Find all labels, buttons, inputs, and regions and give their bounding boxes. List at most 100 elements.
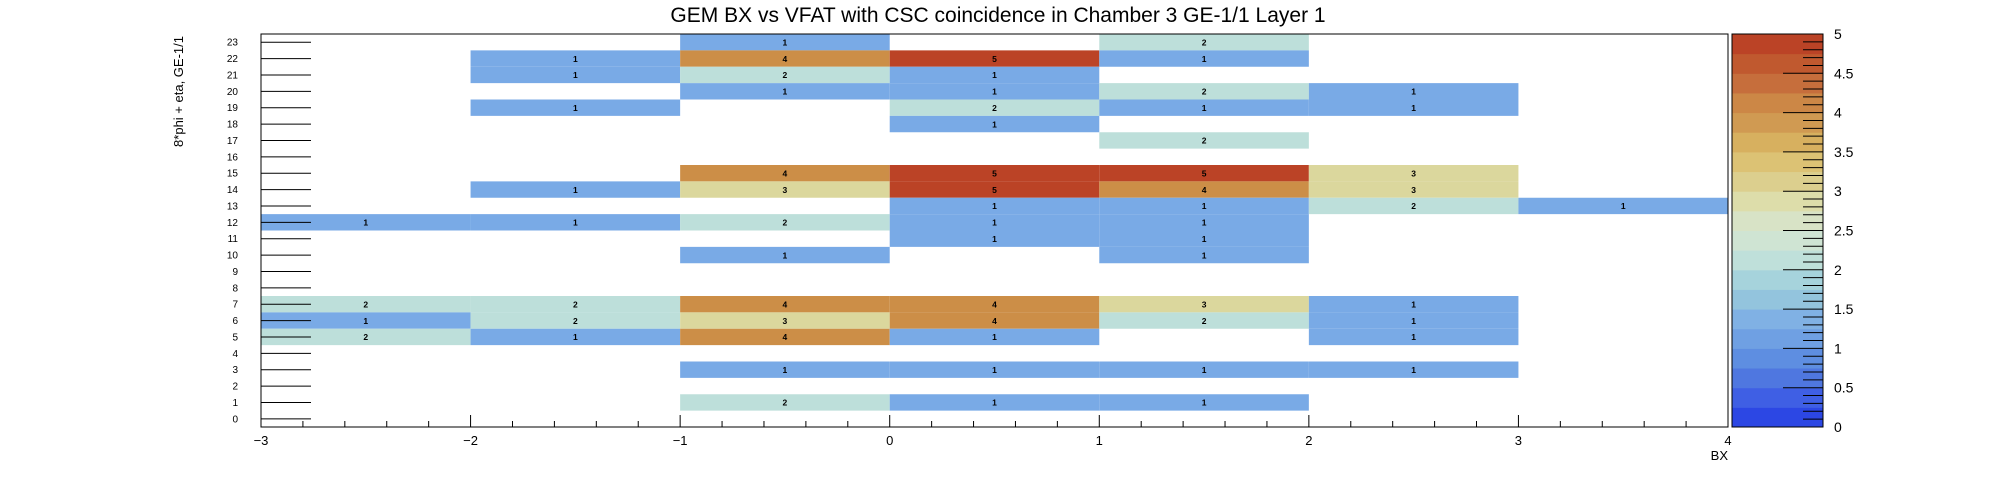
heatmap-cell <box>1099 394 1309 411</box>
colorbar-tick-label: 1 <box>1834 340 1842 356</box>
y-tick-label: 11 <box>228 234 239 245</box>
colorbar-tick-label: 5 <box>1834 26 1842 42</box>
heatmap-cell <box>680 181 890 198</box>
heatmap-cell <box>1099 296 1309 313</box>
cell-label: 2 <box>363 332 368 342</box>
heatmap-cell <box>889 312 1100 329</box>
cell-label: 2 <box>1411 201 1416 211</box>
colorbar-tick-label: 2.5 <box>1834 223 1854 239</box>
heatmap-cell <box>1308 361 1519 378</box>
heatmap-cell <box>889 115 1100 133</box>
colorbar-segment <box>1732 407 1823 428</box>
colorbar-segment <box>1732 73 1823 94</box>
x-tick-label: 1 <box>1096 433 1103 448</box>
colorbar-segment <box>1732 289 1823 310</box>
heatmap-cell <box>1099 197 1309 215</box>
heatmap-cell <box>680 34 890 51</box>
cell-label: 1 <box>783 87 788 97</box>
cell-label: 2 <box>783 398 788 408</box>
cell-label: 1 <box>1411 103 1416 113</box>
heatmap-cell <box>1308 83 1519 100</box>
colorbar-tick-label: 4.5 <box>1834 65 1854 81</box>
cell-label: 1 <box>992 234 997 244</box>
y-tick-label: 3 <box>232 365 238 376</box>
cell-label: 4 <box>783 332 788 342</box>
heatmap-cell <box>889 197 1100 215</box>
cell-label: 5 <box>992 168 997 178</box>
cell-label: 1 <box>1202 365 1207 375</box>
cell-label: 1 <box>783 250 788 260</box>
colorbar-segment <box>1732 132 1823 153</box>
x-tick-label: 4 <box>1724 433 1731 448</box>
heatmap-cell <box>1099 83 1309 100</box>
cell-label: 1 <box>363 218 368 228</box>
cell-label: 1 <box>1411 87 1416 97</box>
cell-label: 5 <box>992 54 997 64</box>
colorbar-tick-label: 2 <box>1834 262 1842 278</box>
colorbar-segment <box>1732 348 1823 369</box>
heatmap-cell <box>680 83 890 100</box>
x-tick-label: −3 <box>254 433 269 448</box>
cell-label: 2 <box>1202 37 1207 47</box>
y-tick-label: 20 <box>227 87 239 98</box>
heatmap-cell <box>1308 165 1519 182</box>
cell-label: 2 <box>1202 316 1207 326</box>
y-tick-label: 2 <box>232 382 238 393</box>
cell-label: 3 <box>1411 185 1416 195</box>
cell-label: 1 <box>1621 201 1626 211</box>
cell-label: 4 <box>1202 185 1207 195</box>
cell-label: 1 <box>783 37 788 47</box>
heatmap-cell <box>1099 34 1309 51</box>
cell-label: 1 <box>1202 250 1207 260</box>
cell-label: 1 <box>1202 201 1207 211</box>
heatmap-cell <box>1099 361 1309 378</box>
cell-label: 1 <box>1202 218 1207 228</box>
cell-labels-layer: 1 2 1 4 5 1 1 2 1 1 1 2 1 1 2 1 1 1 2 4 5 5 3 1 3 5 4 3 1 1 2 1 1 1 2 1 1 1 1 1… <box>363 37 1625 407</box>
cell-label: 1 <box>1202 103 1207 113</box>
heatmap-cell <box>1099 132 1309 149</box>
colorbar-tick-label: 4 <box>1834 105 1842 121</box>
heatmap-cell <box>889 230 1100 247</box>
heatmap-cell <box>680 328 890 346</box>
colorbar-segment <box>1732 309 1823 330</box>
y-tick-label: 10 <box>227 251 239 262</box>
heatmap-cell <box>680 394 890 411</box>
cell-label: 2 <box>783 218 788 228</box>
x-tick-label: 2 <box>1305 433 1312 448</box>
x-axis-label: BX <box>1711 448 1729 463</box>
cell-label: 2 <box>363 299 368 309</box>
cell-label: 1 <box>992 218 997 228</box>
colorbar-tick-label: 0 <box>1834 419 1842 435</box>
y-tick-label: 13 <box>227 201 239 212</box>
heatmap-cell <box>680 214 890 231</box>
y-tick-label: 0 <box>232 414 238 425</box>
heatmap-cell <box>889 83 1100 100</box>
heatmap-cell <box>261 328 471 346</box>
heatmap-cell <box>680 312 890 329</box>
heatmap-cell <box>1099 230 1309 247</box>
heatmap-cell <box>261 214 471 231</box>
heatmap-cell <box>1308 296 1519 313</box>
y-tick-label: 7 <box>232 300 238 311</box>
heatmap-cell <box>470 181 681 198</box>
y-tick-label: 22 <box>227 54 239 65</box>
colorbar-segment <box>1732 230 1823 251</box>
heatmap-cell <box>470 66 681 84</box>
colorbar-segment <box>1732 210 1823 231</box>
y-tick-label: 9 <box>232 267 238 278</box>
cell-label: 1 <box>573 54 578 64</box>
y-tick-label: 19 <box>227 103 239 114</box>
x-tick-label: −2 <box>463 433 478 448</box>
heatmap-cell <box>470 99 681 116</box>
cells-layer <box>261 34 1728 411</box>
heatmap-cell <box>889 394 1100 411</box>
colorbar: 0 0.5 1 1.5 2 2.5 3 3.5 4 4.5 5 <box>1731 26 1854 435</box>
cell-label: 3 <box>1411 168 1416 178</box>
cell-label: 1 <box>573 185 578 195</box>
colorbar-segment <box>1732 112 1823 133</box>
y-tick-label: 12 <box>227 218 239 229</box>
cell-label: 1 <box>992 119 997 129</box>
heatmap-cell <box>1308 99 1519 116</box>
colorbar-segment <box>1732 92 1823 114</box>
